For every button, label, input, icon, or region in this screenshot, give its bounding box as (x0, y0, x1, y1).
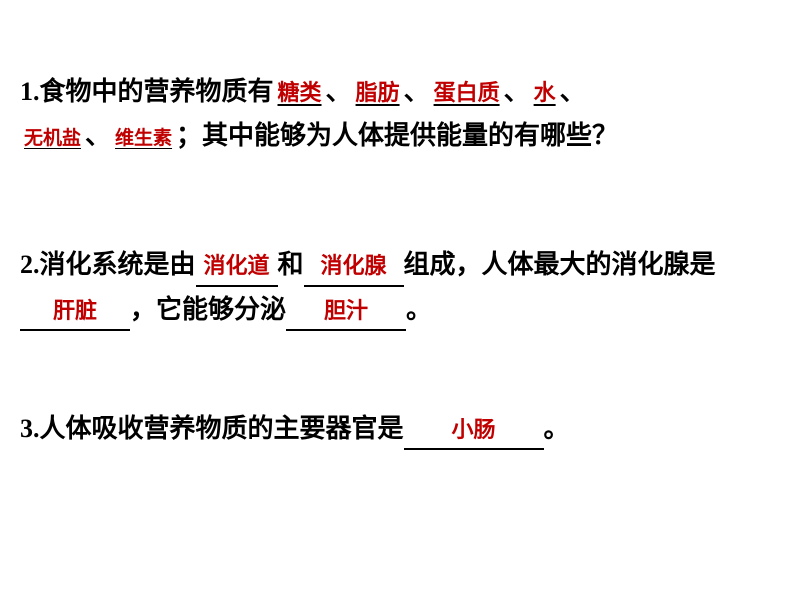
q2-text2: 和 (278, 250, 304, 279)
q2-answer-1: 消化道 (196, 247, 278, 286)
q1-sep5: 、 (85, 121, 111, 150)
q1-sep2: 、 (404, 77, 430, 106)
q1-answer-1: 糖类 (274, 80, 326, 105)
q1-answer-4: 水 (530, 80, 560, 105)
q3-answer-1: 小肠 (404, 411, 544, 450)
q3-text1: 人体吸收营养物质的主要器官是 (40, 414, 404, 443)
q1-sep1: 、 (326, 77, 352, 106)
q2-answer-2: 消化腺 (304, 247, 404, 286)
q1-answer-2: 脂肪 (352, 80, 404, 105)
q1-text2: ；其中能够为人体提供能量的有哪些？ (176, 121, 618, 150)
q1-answer-3: 蛋白质 (430, 80, 504, 105)
q1-prefix: 1. (20, 77, 40, 106)
q2-text5: 。 (406, 295, 432, 324)
question-3: 3.人体吸收营养物质的主要器官是小肠。 (20, 407, 774, 451)
q2-prefix: 2. (20, 250, 40, 279)
q2-answer-4: 胆汁 (286, 292, 406, 331)
question-2: 2.消化系统是由消化道和消化腺组成，人体最大的消化腺是肝脏，它能够分泌胆汁。 (20, 243, 774, 331)
q2-text4: ，它能够分泌 (130, 295, 286, 324)
q2-answer-3: 肝脏 (20, 292, 130, 331)
q1-answer-6: 维生素 (111, 128, 176, 149)
q1-text1: 食物中的营养物质有 (40, 77, 274, 106)
q2-text3: 组成，人体最大的消化腺是 (404, 250, 716, 279)
q1-answer-5: 无机盐 (20, 128, 85, 149)
question-1: 1.食物中的营养物质有糖类、脂肪、蛋白质、水、 无机盐、维生素；其中能够为人体提… (20, 70, 774, 158)
q3-text2: 。 (544, 414, 570, 443)
q2-text1: 消化系统是由 (40, 250, 196, 279)
q3-prefix: 3. (20, 414, 40, 443)
q1-sep4: 、 (560, 77, 586, 106)
q1-sep3: 、 (504, 77, 530, 106)
